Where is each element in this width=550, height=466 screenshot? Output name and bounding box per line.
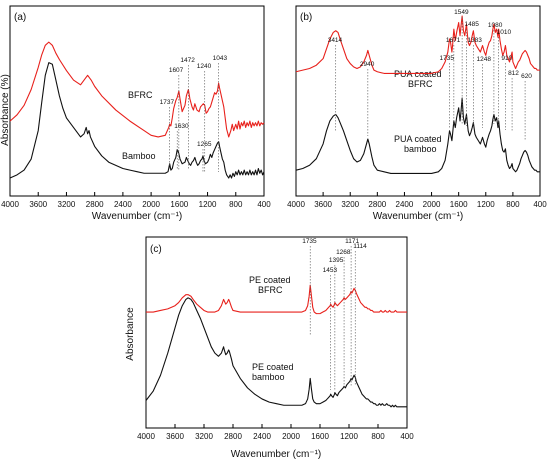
peak-label-1268: 1268	[336, 249, 351, 256]
x-tick-label: 3600	[166, 432, 184, 441]
peak-label-1737: 1737	[160, 99, 175, 106]
x-tick-label: 3200	[341, 200, 359, 209]
x-tick-label: 1200	[199, 200, 217, 209]
series-label-bfrc: BFRC	[128, 90, 153, 100]
x-tick-label: 800	[229, 200, 243, 209]
x-tick-label: 1600	[170, 200, 188, 209]
peak-label-1010: 1010	[497, 29, 512, 36]
series-line-bamboo	[9, 62, 265, 179]
x-tick-label: 2400	[396, 200, 414, 209]
x-tick-label: 2800	[224, 432, 242, 441]
series-label-pe-bfrc-2: BFRC	[258, 285, 283, 295]
peak-label-812: 812	[508, 70, 519, 77]
series-line-pe-coated-bamboo	[145, 297, 407, 408]
x-tick-label: 4000	[287, 200, 305, 209]
panel-b-label: (b)	[300, 12, 312, 23]
peak-label-1171: 1171	[345, 238, 359, 245]
x-tick-label: 2000	[142, 200, 160, 209]
peak-label-1607: 1607	[169, 67, 184, 74]
series-line-pe-coated-bfrc	[146, 284, 407, 315]
x-tick-label: 1200	[477, 200, 495, 209]
x-tick-label: 400	[257, 200, 271, 209]
x-tick-label: 400	[400, 432, 414, 441]
x-tick-label: 2000	[423, 200, 441, 209]
x-tick-label: 1600	[450, 200, 468, 209]
x-tick-label: 400	[533, 200, 547, 209]
peak-label-3414: 3414	[328, 37, 343, 44]
panel-b: (b) Wavenumber (cm⁻¹) PUA coated BFRC PU…	[287, 5, 547, 222]
x-tick-label: 4000	[1, 200, 19, 209]
peak-label-1383: 1383	[467, 37, 482, 44]
peak-label-1240: 1240	[197, 63, 212, 70]
plot-frame-b	[295, 5, 541, 197]
peak-label-1485: 1485	[464, 21, 479, 28]
x-tick-label: 3600	[29, 200, 47, 209]
series-label-bamboo: Bamboo	[122, 151, 156, 161]
series-label-pe-bamboo-1: PE coated	[252, 362, 294, 372]
x-tick-label: 3200	[58, 200, 76, 209]
peak-label-1114: 1114	[353, 243, 367, 250]
peak-label-620: 620	[521, 73, 532, 80]
panel-c-label: (c)	[150, 244, 162, 255]
x-tick-label: 2800	[86, 200, 104, 209]
series-label-pe-bfrc-1: PE coated	[249, 275, 291, 285]
peak-label-1472: 1472	[180, 57, 195, 64]
x-tick-label: 3600	[314, 200, 332, 209]
peak-label-1549: 1549	[454, 9, 469, 16]
peak-label-1735: 1735	[440, 55, 455, 62]
x-ticks-b: 4000 3600 3200 2800 2400 2000 1600 1200 800 400	[287, 192, 547, 209]
peak-label-1671: 1671	[446, 37, 461, 44]
series-lines-b	[295, 15, 540, 174]
x-tick-label: 1600	[311, 432, 329, 441]
y-axis-label-a: Absorbance (%)	[0, 74, 11, 146]
x-ticks-a: 4000 3600 3200 2800 2400 2000 1600 1200 800 400	[1, 192, 271, 209]
series-line-pua-coated-bfrc	[295, 15, 540, 74]
panel-a-label: (a)	[14, 12, 26, 23]
peak-label-1265: 1265	[197, 141, 212, 148]
x-tick-label: 3200	[195, 432, 213, 441]
series-label-pua-bamboo-2: bamboo	[404, 144, 437, 154]
peak-label-1735: 1735	[302, 238, 317, 245]
peak-label-2940: 2940	[360, 61, 375, 68]
peak-label-1248: 1248	[477, 56, 492, 63]
panel-c: (c) Absorbance Wavenumber (cm⁻¹) PE coat…	[125, 236, 414, 460]
x-tick-label: 1200	[340, 432, 358, 441]
series-label-pua-bfrc-2: BFRC	[408, 79, 433, 89]
x-tick-label: 800	[371, 432, 385, 441]
x-tick-label: 800	[506, 200, 520, 209]
plot-frame-c	[145, 236, 408, 429]
panel-a: (a) Absorbance (%) Wavenumber (cm⁻¹) BFR…	[0, 5, 271, 222]
x-tick-label: 2800	[368, 200, 386, 209]
peak-label-1043: 1043	[213, 55, 228, 62]
peak-label-1395: 1395	[329, 257, 344, 264]
series-label-pua-bfrc-1: PUA coated	[394, 69, 442, 79]
x-axis-label-b: Wavenumber (cm⁻¹)	[373, 211, 463, 222]
peak-label-910: 910	[501, 55, 512, 62]
x-tick-label: 2400	[253, 432, 271, 441]
x-tick-label: 4000	[137, 432, 155, 441]
peak-label-1453: 1453	[323, 267, 338, 274]
series-label-pua-bamboo-1: PUA coated	[394, 134, 442, 144]
plot-frame-a	[9, 5, 265, 197]
peak-label-1630: 1630	[174, 123, 189, 130]
series-label-pe-bamboo-2: bamboo	[252, 372, 285, 382]
x-ticks-c: 4000 3600 3200 2800 2400 2000 1600 1200 800 400	[137, 424, 414, 441]
series-lines-a	[9, 41, 265, 179]
series-line-pua-coated-bamboo	[295, 97, 540, 174]
peak-annotations-b: 3414 2940 1735 1671 1549 1485 1383 1248 10801010…	[328, 9, 532, 140]
series-lines-c	[145, 284, 407, 408]
x-axis-label-a: Wavenumber (cm⁻¹)	[92, 211, 182, 222]
x-tick-label: 2400	[114, 200, 132, 209]
series-line-bfrc	[9, 41, 265, 138]
y-axis-label-c: Absorbance	[125, 307, 136, 361]
peak-label-1080: 1080	[488, 22, 503, 29]
x-axis-label-c: Wavenumber (cm⁻¹)	[231, 449, 321, 460]
x-tick-label: 2000	[282, 432, 300, 441]
